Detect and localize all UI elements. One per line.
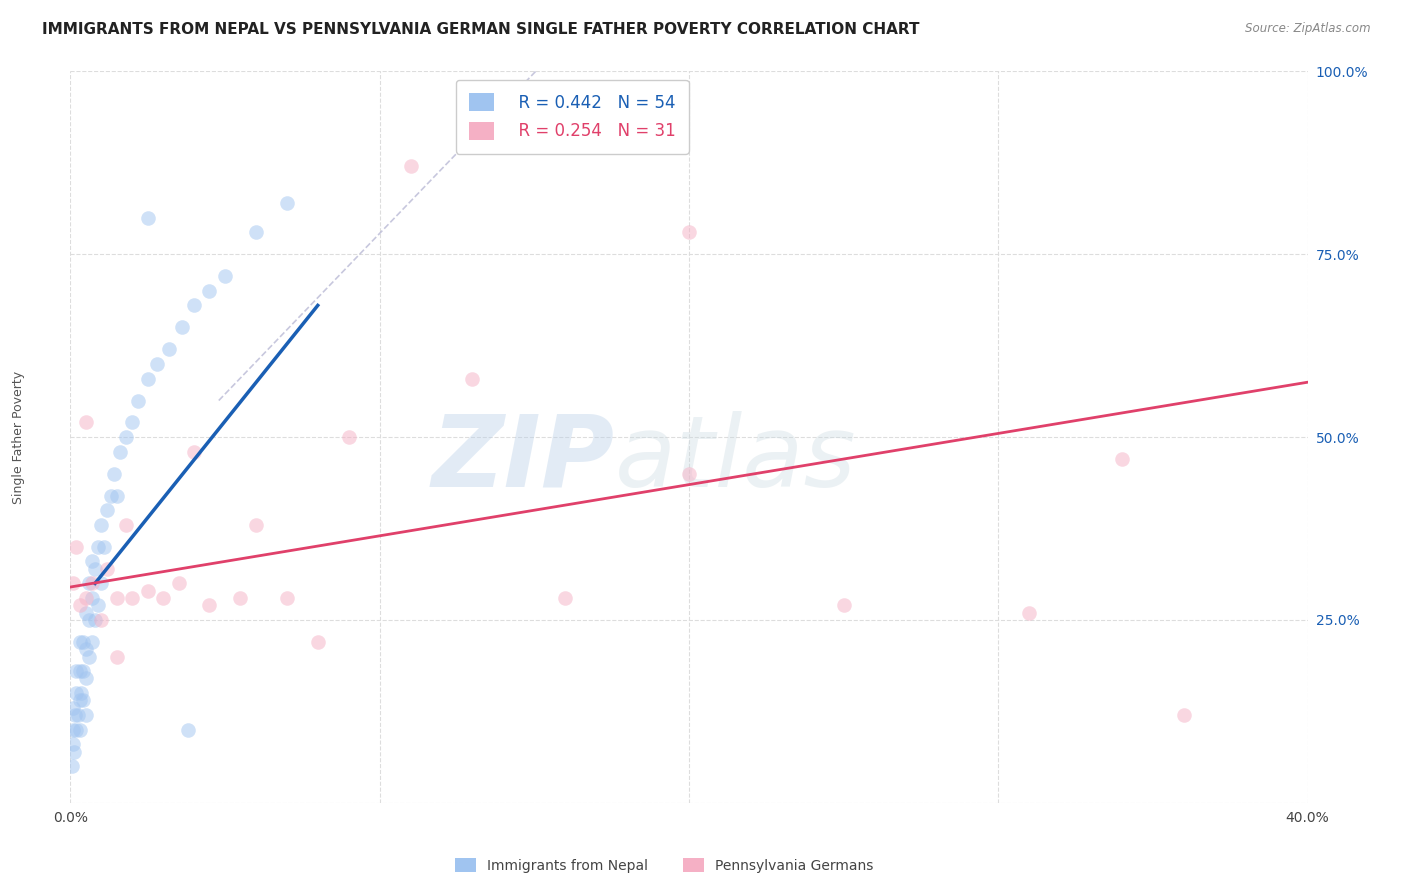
Point — [678, 225, 700, 239]
Point — [62, 700, 84, 714]
Point — [105, 591, 128, 605]
Point — [276, 196, 298, 211]
Point — [62, 723, 84, 737]
Point — [67, 708, 90, 723]
Point — [1111, 452, 1133, 467]
Point — [93, 540, 115, 554]
Point — [1018, 606, 1040, 620]
Point — [177, 723, 200, 737]
Point — [461, 371, 484, 385]
Point — [80, 576, 103, 591]
Point — [554, 591, 576, 605]
Point — [399, 160, 422, 174]
Legend: Immigrants from Nepal, Pennsylvania Germans: Immigrants from Nepal, Pennsylvania Germ… — [449, 851, 880, 880]
Point — [146, 357, 169, 371]
Point — [115, 517, 138, 532]
Point — [245, 517, 267, 532]
Point — [77, 613, 100, 627]
Point — [75, 672, 97, 686]
Point — [136, 371, 159, 385]
Point — [337, 430, 360, 444]
Point — [69, 664, 91, 678]
Point — [245, 225, 267, 239]
Point — [75, 416, 97, 430]
Point — [87, 599, 110, 613]
Point — [62, 737, 84, 751]
Point — [152, 591, 174, 605]
Text: Single Father Poverty: Single Father Poverty — [11, 370, 25, 504]
Point — [198, 599, 221, 613]
Point — [65, 540, 87, 554]
Point — [69, 693, 91, 707]
Point — [105, 649, 128, 664]
Point — [136, 211, 159, 225]
Point — [121, 591, 143, 605]
Point — [214, 269, 236, 284]
Point — [170, 320, 193, 334]
Point — [157, 343, 180, 357]
Point — [832, 599, 855, 613]
Point — [100, 489, 122, 503]
Point — [127, 393, 149, 408]
Point — [108, 444, 131, 458]
Point — [307, 635, 329, 649]
Point — [77, 649, 100, 664]
Point — [90, 613, 112, 627]
Point — [72, 635, 94, 649]
Text: ZIP: ZIP — [432, 410, 614, 508]
Point — [65, 664, 87, 678]
Point — [103, 467, 125, 481]
Point — [75, 708, 97, 723]
Point — [69, 599, 91, 613]
Point — [96, 503, 118, 517]
Point — [65, 723, 87, 737]
Point — [90, 576, 112, 591]
Point — [72, 693, 94, 707]
Point — [80, 591, 103, 605]
Point — [60, 759, 83, 773]
Point — [75, 606, 97, 620]
Point — [63, 745, 86, 759]
Point — [69, 723, 91, 737]
Point — [96, 562, 118, 576]
Point — [77, 576, 100, 591]
Point — [198, 284, 221, 298]
Point — [84, 562, 107, 576]
Point — [229, 591, 252, 605]
Point — [183, 298, 205, 312]
Point — [70, 686, 93, 700]
Point — [90, 517, 112, 532]
Point — [115, 430, 138, 444]
Point — [136, 583, 159, 598]
Point — [678, 467, 700, 481]
Point — [69, 635, 91, 649]
Point — [72, 664, 94, 678]
Point — [80, 635, 103, 649]
Point — [63, 708, 86, 723]
Point — [121, 416, 143, 430]
Point — [75, 591, 97, 605]
Point — [80, 554, 103, 568]
Point — [167, 576, 190, 591]
Point — [65, 686, 87, 700]
Point — [276, 591, 298, 605]
Text: atlas: atlas — [614, 410, 856, 508]
Point — [75, 642, 97, 657]
Point — [84, 613, 107, 627]
Point — [62, 576, 84, 591]
Point — [1173, 708, 1195, 723]
Point — [105, 489, 128, 503]
Point — [183, 444, 205, 458]
Point — [87, 540, 110, 554]
Text: Source: ZipAtlas.com: Source: ZipAtlas.com — [1246, 22, 1371, 36]
Text: IMMIGRANTS FROM NEPAL VS PENNSYLVANIA GERMAN SINGLE FATHER POVERTY CORRELATION C: IMMIGRANTS FROM NEPAL VS PENNSYLVANIA GE… — [42, 22, 920, 37]
